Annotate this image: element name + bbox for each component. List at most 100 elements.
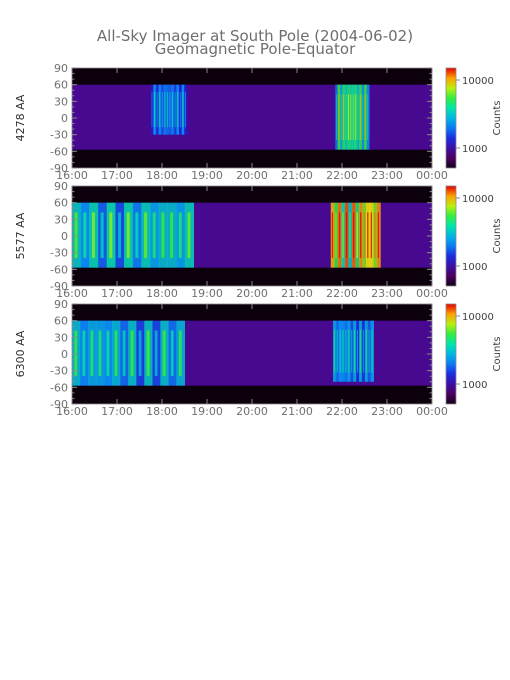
feature-streak (161, 212, 165, 258)
y-tick-label: 90 (54, 62, 68, 75)
y-tick-label: 90 (54, 180, 68, 193)
colorbar-label: Counts (492, 219, 503, 254)
x-tick-label: 17:00 (101, 405, 133, 418)
y-tick-label: -60 (50, 263, 68, 276)
x-tick-label: 00:00 (416, 169, 448, 182)
x-tick-label: 00:00 (416, 287, 448, 300)
x-tick-label: 20:00 (236, 169, 268, 182)
y-tick-label: 30 (54, 331, 68, 344)
feature-streak (340, 94, 342, 140)
feature-streak (345, 329, 347, 373)
feature-streak (184, 92, 186, 128)
feature-streak (162, 330, 166, 376)
data-band (72, 84, 432, 150)
feature-0 (72, 202, 194, 268)
feature-streak (170, 330, 174, 376)
y-tick-label: -60 (50, 145, 68, 158)
feature-1 (335, 84, 370, 150)
feature-streak (335, 94, 337, 140)
chart-title: All-Sky Imager at South Pole (2004-06-02… (97, 27, 413, 45)
feature-streak (144, 212, 148, 258)
colorbar-tick-label: 10000 (462, 194, 494, 205)
feature-streak (100, 212, 104, 258)
x-tick-label: 21:00 (281, 169, 313, 182)
feature-streak (360, 212, 362, 258)
feature-streak (335, 212, 337, 258)
feature-streak (338, 94, 340, 140)
colorbar-tick-label: 1000 (462, 380, 487, 391)
feature-streak (177, 92, 179, 128)
feature-streak (362, 329, 364, 373)
feature-streak (362, 94, 364, 140)
feature-streak (331, 212, 334, 258)
y-tick-label: 60 (54, 79, 68, 92)
chart-subtitle: Geomagnetic Pole-Equator (155, 40, 356, 58)
feature-streak (356, 212, 358, 258)
y-tick-label: -90 (50, 280, 68, 293)
y-tick-label: 0 (61, 348, 68, 361)
y-tick-label: 30 (54, 95, 68, 108)
feature-streak (174, 92, 176, 128)
feature-streak (336, 329, 338, 373)
feature-streak (357, 329, 359, 373)
y-tick-label: 60 (54, 197, 68, 210)
colorbar (445, 67, 457, 169)
feature-streak (170, 212, 174, 258)
x-tick-label: 18:00 (146, 287, 178, 300)
feature-streak (126, 212, 130, 258)
feature-streak (365, 329, 367, 373)
feature-streak (350, 94, 352, 140)
feature-streak (135, 212, 139, 258)
feature-streak (374, 212, 376, 258)
feature-streak (156, 92, 158, 128)
feature-streak (348, 329, 350, 373)
feature-streak (351, 329, 353, 373)
feature-streak (91, 212, 95, 258)
x-tick-label: 23:00 (371, 405, 403, 418)
y-tick-label: -30 (50, 129, 68, 142)
feature-streak (355, 94, 357, 140)
feature-streak (368, 329, 370, 373)
colorbar (445, 303, 457, 405)
feature-streak (114, 330, 118, 376)
x-tick-label: 22:00 (326, 287, 358, 300)
x-tick-label: 20:00 (236, 405, 268, 418)
x-tick-label: 22:00 (326, 405, 358, 418)
x-tick-label: 18:00 (146, 405, 178, 418)
x-tick-label: 22:00 (326, 169, 358, 182)
x-tick-label: 19:00 (191, 169, 223, 182)
feature-1 (330, 202, 381, 268)
feature-streak (345, 212, 348, 258)
y-tick-label: -60 (50, 381, 68, 394)
feature-streak (178, 212, 182, 258)
feature-streak (349, 212, 351, 258)
y-tick-label: -30 (50, 365, 68, 378)
feature-streak (363, 212, 365, 258)
y-tick-label: 90 (54, 298, 68, 311)
feature-streak (370, 212, 372, 258)
feature-streak (166, 92, 168, 128)
feature-streak (117, 212, 122, 258)
feature-streak (371, 329, 373, 373)
x-tick-label: 17:00 (101, 169, 133, 182)
y-tick-label: -90 (50, 162, 68, 175)
feature-streak (364, 94, 366, 140)
feature-streak (377, 212, 380, 258)
feature-streak (343, 94, 345, 140)
feature-streak (164, 92, 166, 128)
x-tick-label: 19:00 (191, 287, 223, 300)
feature-streak (83, 212, 87, 258)
feature-streak (178, 330, 182, 376)
feature-streak (130, 330, 134, 376)
x-tick-label: 17:00 (101, 287, 133, 300)
feature-streak (161, 92, 163, 128)
feature-streak (159, 92, 161, 128)
colorbar-label: Counts (492, 337, 503, 372)
y-axis-label: 5577 AA (14, 212, 27, 259)
feature-streak (169, 92, 171, 128)
x-tick-label: 16:00 (56, 287, 88, 300)
x-tick-label: 23:00 (371, 169, 403, 182)
y-axis-label: 6300 AA (14, 330, 27, 377)
